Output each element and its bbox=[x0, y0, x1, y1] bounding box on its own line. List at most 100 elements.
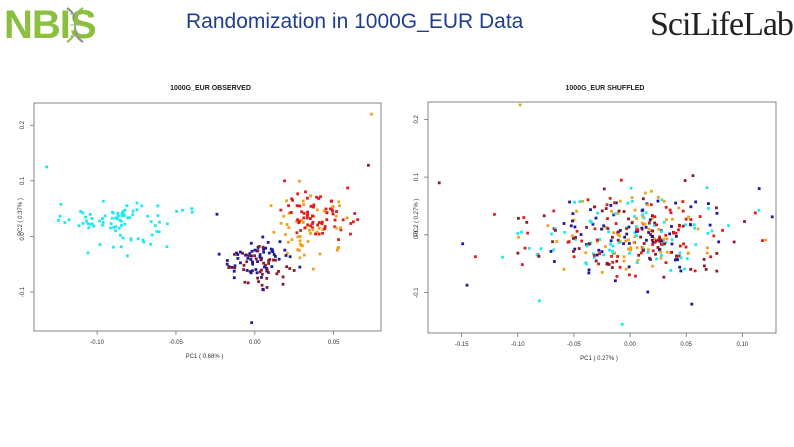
data-point bbox=[136, 237, 140, 241]
data-point bbox=[662, 237, 666, 241]
data-point bbox=[285, 223, 289, 226]
data-point bbox=[285, 265, 289, 269]
data-point bbox=[272, 258, 275, 262]
data-point bbox=[227, 266, 231, 269]
data-point bbox=[279, 208, 283, 212]
data-point bbox=[86, 251, 90, 255]
data-point bbox=[341, 218, 345, 222]
data-point bbox=[87, 226, 91, 230]
data-point bbox=[92, 224, 96, 228]
data-point bbox=[609, 204, 613, 207]
data-point bbox=[142, 240, 146, 244]
data-point bbox=[636, 258, 640, 262]
data-point bbox=[493, 212, 496, 216]
data-point bbox=[588, 219, 592, 223]
x-tick-label: 0.10 bbox=[736, 342, 748, 348]
data-point bbox=[277, 257, 281, 261]
data-point bbox=[592, 205, 596, 209]
data-point bbox=[658, 235, 661, 239]
data-point bbox=[535, 253, 539, 257]
data-point bbox=[630, 221, 634, 225]
x-tick-label: -0.05 bbox=[169, 340, 183, 346]
data-point bbox=[249, 241, 253, 245]
data-point bbox=[662, 199, 666, 203]
data-point bbox=[606, 217, 609, 221]
data-point bbox=[606, 227, 610, 230]
data-point bbox=[715, 269, 719, 273]
plot-frame bbox=[33, 102, 382, 332]
data-point bbox=[595, 240, 599, 243]
data-point bbox=[627, 217, 630, 221]
data-point bbox=[679, 269, 683, 273]
data-point bbox=[620, 322, 624, 326]
data-point bbox=[238, 250, 242, 254]
data-point bbox=[265, 286, 269, 289]
data-point bbox=[670, 225, 673, 228]
data-point bbox=[613, 212, 617, 216]
data-point bbox=[568, 200, 571, 204]
data-point bbox=[242, 268, 246, 271]
data-point bbox=[118, 233, 122, 237]
data-point bbox=[323, 225, 327, 228]
data-point bbox=[325, 211, 329, 215]
data-point bbox=[328, 207, 332, 211]
data-point bbox=[306, 196, 309, 200]
data-point bbox=[607, 230, 611, 234]
data-point bbox=[611, 250, 614, 253]
data-point bbox=[120, 224, 123, 227]
data-point bbox=[571, 212, 575, 216]
data-point bbox=[698, 215, 702, 218]
data-point bbox=[641, 214, 645, 218]
data-point bbox=[660, 198, 664, 202]
data-point bbox=[600, 270, 604, 274]
data-point bbox=[632, 241, 636, 245]
data-point bbox=[584, 251, 588, 255]
data-point bbox=[522, 216, 526, 219]
data-point bbox=[637, 253, 641, 257]
data-point bbox=[600, 250, 604, 253]
data-point bbox=[585, 225, 588, 229]
data-point bbox=[175, 209, 179, 213]
data-point bbox=[300, 219, 304, 222]
data-point bbox=[625, 227, 629, 230]
data-point bbox=[633, 215, 636, 218]
data-point bbox=[575, 209, 578, 213]
data-point bbox=[283, 179, 287, 183]
data-point bbox=[640, 221, 644, 225]
data-point bbox=[334, 226, 338, 230]
data-point bbox=[629, 248, 632, 252]
data-point bbox=[316, 223, 320, 227]
data-point bbox=[615, 275, 619, 278]
data-point bbox=[116, 214, 120, 218]
data-point bbox=[641, 213, 645, 217]
data-point bbox=[288, 255, 292, 259]
data-point bbox=[651, 243, 655, 246]
data-point bbox=[239, 261, 242, 265]
data-point bbox=[301, 220, 305, 224]
data-point bbox=[761, 239, 764, 242]
data-point bbox=[323, 227, 327, 231]
data-point bbox=[257, 280, 260, 284]
data-point bbox=[727, 224, 730, 228]
data-point bbox=[308, 217, 312, 220]
data-point bbox=[630, 196, 634, 200]
data-point bbox=[131, 209, 135, 213]
data-point bbox=[676, 258, 679, 262]
data-point bbox=[580, 239, 584, 243]
data-point bbox=[658, 239, 662, 243]
data-point bbox=[602, 187, 606, 191]
data-point bbox=[260, 272, 264, 276]
data-point bbox=[623, 235, 627, 239]
data-point bbox=[306, 223, 310, 227]
data-point bbox=[651, 216, 654, 220]
data-point bbox=[604, 207, 608, 210]
data-point bbox=[319, 195, 322, 199]
data-point bbox=[140, 204, 144, 208]
data-point bbox=[614, 222, 618, 225]
data-point bbox=[549, 249, 553, 253]
x-tick-label: -0.05 bbox=[567, 342, 581, 348]
data-point bbox=[290, 197, 294, 201]
data-point bbox=[461, 242, 465, 246]
data-point bbox=[705, 251, 709, 255]
data-point bbox=[265, 276, 269, 280]
